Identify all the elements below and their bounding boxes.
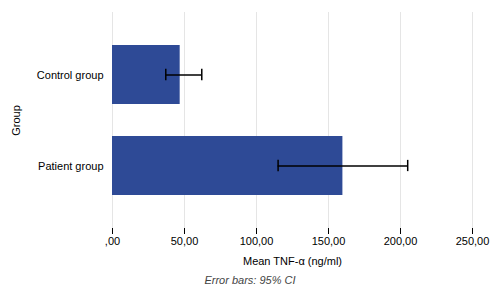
svg-text:Patient group: Patient group: [38, 160, 103, 172]
svg-text:Mean TNF-α (ng/ml): Mean TNF-α (ng/ml): [243, 255, 342, 267]
svg-text:100,00: 100,00: [240, 235, 274, 247]
html-text:Error bars: 95% CI: Error bars: 95% CI: [204, 274, 296, 286]
svg-text:150,00: 150,00: [312, 235, 346, 247]
svg-text:50,00: 50,00: [171, 235, 199, 247]
svg-text:Group: Group: [10, 105, 22, 136]
svg-text:,00: ,00: [105, 235, 120, 247]
svg-text:Control group: Control group: [37, 69, 104, 81]
svg-text:200,00: 200,00: [384, 235, 418, 247]
svg-text:250,00: 250,00: [456, 235, 490, 247]
